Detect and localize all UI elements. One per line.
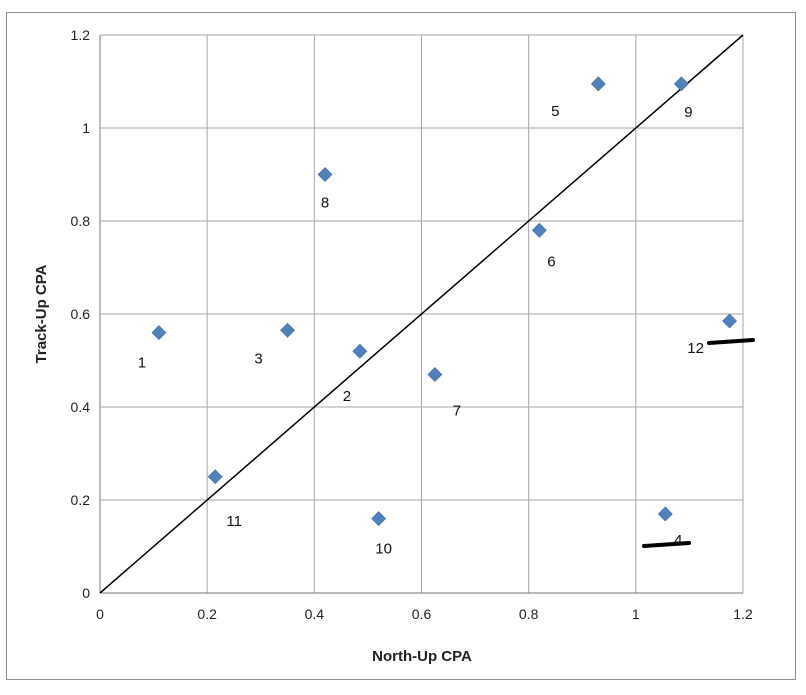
data-point-label: 7: [453, 402, 461, 419]
x-tick-label: 0.4: [305, 606, 325, 622]
data-point-label: 1: [138, 355, 146, 372]
data-point-marker: [280, 322, 295, 338]
x-tick-label: 0.2: [197, 606, 217, 622]
data-point-marker: [722, 313, 738, 329]
data-point-label: 10: [375, 541, 392, 558]
x-tick-label: 0: [96, 606, 104, 622]
reference-line-group: [99, 34, 744, 594]
reference-line: [99, 34, 744, 594]
chart-frame: [6, 12, 796, 680]
data-point-label: 9: [684, 104, 692, 121]
data-points: [151, 76, 738, 527]
annotation-marks: [642, 338, 755, 548]
data-point-label: 5: [551, 103, 559, 120]
data-point-marker: [531, 222, 547, 238]
data-point-marker: [352, 343, 368, 359]
grid: [99, 34, 744, 594]
data-point-marker: [673, 76, 689, 92]
data-point-label: 6: [547, 253, 555, 270]
y-tick-label: 0.6: [71, 306, 91, 322]
y-tick-label: 0.2: [71, 492, 91, 508]
x-tick-label: 1.2: [733, 606, 753, 622]
y-tick-label: 1: [82, 120, 90, 136]
y-tick-label: 0: [82, 585, 90, 601]
data-point-label: 11: [226, 513, 242, 530]
x-tick-label: 1: [632, 606, 640, 622]
underline-mark-4: [642, 541, 691, 548]
data-point-marker: [427, 367, 443, 382]
x-tick-label: 0.6: [412, 606, 432, 622]
data-point-marker: [657, 506, 673, 522]
data-point-marker: [590, 76, 606, 92]
data-point-label: 8: [321, 195, 329, 212]
y-tick-labels: 0 0.2 0.4 0.6 0.8 1 1.2: [71, 27, 91, 601]
data-point-marker: [151, 325, 167, 341]
y-tick-label: 1.2: [71, 27, 91, 43]
data-point-marker: [317, 167, 333, 182]
data-point-label: 2: [343, 388, 351, 405]
underline-mark-12: [707, 338, 755, 345]
y-tick-label: 0.4: [71, 399, 91, 415]
data-point-label: 4: [674, 532, 682, 549]
y-axis-title: Track-Up CPA: [33, 264, 50, 363]
x-tick-label: 0.8: [519, 606, 539, 622]
data-point-label: 12: [687, 340, 704, 357]
data-point-label: 3: [254, 350, 262, 367]
x-tick-labels: 0 0.2 0.4 0.6 0.8 1 1.2: [96, 606, 753, 622]
data-point-marker: [207, 469, 223, 485]
y-tick-label: 0.8: [71, 213, 91, 229]
data-point-marker: [371, 511, 387, 527]
x-axis-title: North-Up CPA: [372, 648, 472, 665]
